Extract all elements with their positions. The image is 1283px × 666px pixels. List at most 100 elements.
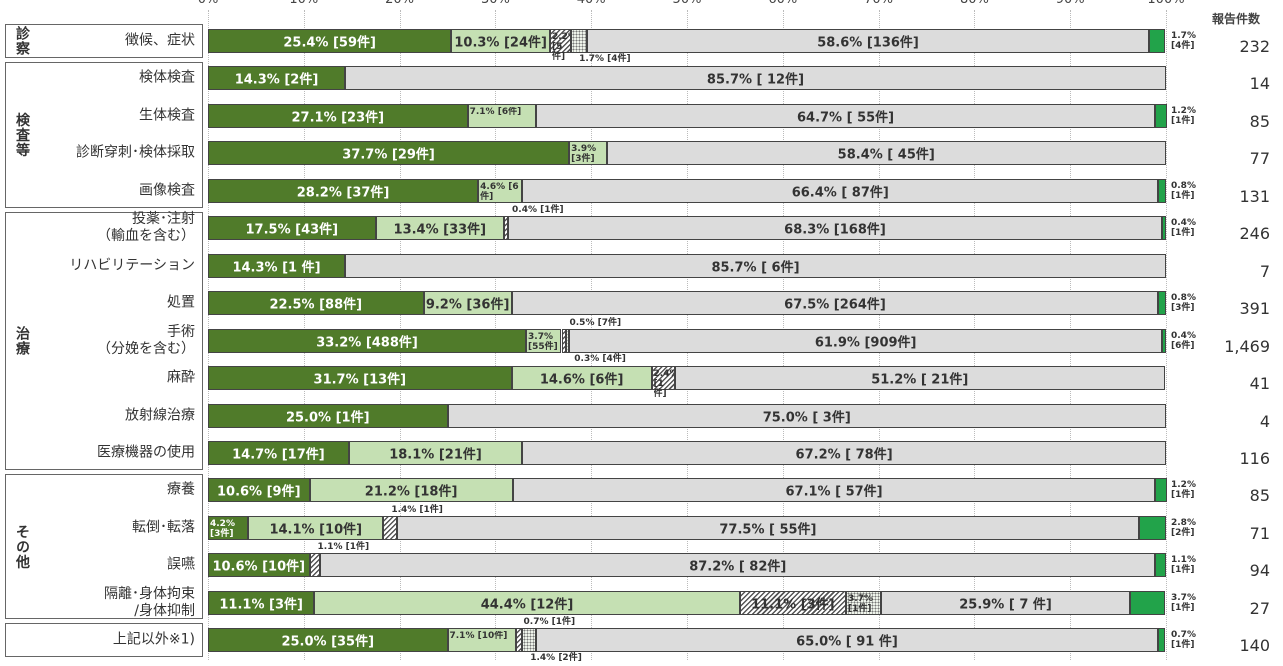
bar-segment: [522, 440, 1166, 465]
bar-segment: [1148, 29, 1166, 53]
bar-segment: [515, 628, 523, 653]
category-label: 隔離･身体拘束 /身体抑制: [104, 585, 195, 619]
count: 131: [1239, 186, 1270, 206]
bar-segment: [309, 478, 513, 503]
value-label: 0.8% [3件]: [1171, 293, 1196, 314]
value-label: 25.9% [ 7 件]: [959, 597, 1052, 613]
bar-segment: [1155, 478, 1167, 503]
category-label: 医療機器の使用: [97, 444, 195, 461]
category-label: 検体検査: [139, 69, 195, 86]
count: 7: [1259, 261, 1270, 281]
bar-segment: [375, 216, 504, 241]
group-label: 治療: [14, 325, 30, 356]
value-label: 67.5% [264件]: [784, 297, 886, 313]
bar-segment: [447, 403, 1166, 428]
category-label: 診断穿刺･検体採取: [76, 144, 195, 161]
category-label: 投薬･注射 （輸血を含む）: [97, 211, 195, 245]
value-label: 14.1% [10件]: [269, 522, 363, 538]
bar-segment: [651, 366, 675, 391]
value-label: 75.0% [ 3件]: [762, 410, 851, 425]
bar-segment: [512, 478, 1156, 503]
value-label: 58.6% [136件]: [817, 35, 919, 51]
value-label: 3.7% [55件]: [528, 331, 558, 352]
value-label: 85.7% [ 6件]: [711, 260, 800, 276]
value-label: 2.8% [2件]: [1171, 517, 1196, 538]
count-header: 報告件数: [1212, 12, 1261, 26]
bar-segment: [1158, 178, 1166, 203]
category-label: 生体検査: [139, 107, 195, 124]
bar-segment: [208, 66, 345, 91]
count: 1,469: [1224, 336, 1270, 356]
category-label: 画像検査: [139, 182, 195, 199]
x-tick-label: 50%: [673, 0, 702, 7]
value-label: 33.2% [488件]: [316, 335, 418, 351]
count: 246: [1239, 224, 1270, 244]
bar-segment: [1158, 291, 1166, 316]
group-box: [5, 211, 203, 470]
bar-segment: [511, 366, 652, 391]
bar-segment: [208, 29, 452, 53]
value-label: 1.4% [1件]: [391, 504, 443, 515]
bar-segment: [504, 216, 508, 241]
value-label: 28.2% [37件]: [296, 185, 390, 201]
bar-segment: [1155, 553, 1166, 578]
category-label: 処置: [167, 294, 195, 311]
value-label: 22.5% [88件]: [269, 297, 363, 313]
value-label: 68.3% [168件]: [784, 222, 886, 238]
bar-segment: [569, 328, 1163, 353]
bar-segment: [208, 403, 448, 428]
bar-segment: [348, 440, 523, 465]
category-label: 上記以外※1): [112, 631, 195, 648]
bar-segment: [535, 628, 1159, 653]
bar-segment: [1162, 216, 1166, 241]
group-box: [5, 61, 203, 208]
bar-segment: [423, 291, 512, 316]
category-label: 療養: [167, 481, 195, 498]
count: 4: [1259, 411, 1270, 431]
bar-segment: [208, 141, 570, 166]
value-label: 64.7% [ 55件]: [796, 110, 895, 126]
value-label: 1.1% [1件]: [317, 542, 370, 553]
value-label: 31.7% [13件]: [313, 372, 407, 388]
bar-segment: [674, 366, 1166, 391]
x-tick-label: 70%: [864, 0, 893, 7]
value-label: 13.4% [33件]: [393, 222, 487, 238]
value-label: 1.1% [1件]: [1171, 555, 1196, 576]
bar-segment: [344, 253, 1166, 278]
group-label: 検査等: [14, 112, 30, 158]
value-label: 17.5% [43件]: [245, 222, 339, 238]
value-label: 2.2% [5件]: [552, 32, 570, 62]
bar-segment: [467, 103, 536, 128]
bar-segment: [1139, 515, 1166, 540]
category-label: リハビリテーション: [69, 257, 195, 274]
x-tick-label: 10%: [289, 0, 318, 7]
value-label: 1.2% [1件]: [1171, 480, 1196, 501]
value-label: 0.7% [1件]: [523, 617, 576, 628]
category-label: 麻酔: [167, 369, 195, 386]
bar-segment: [569, 141, 607, 166]
value-label: 0.7% [1件]: [1171, 630, 1196, 651]
bar-segment: [1129, 590, 1166, 615]
value-label: 67.1% [ 57件]: [785, 484, 883, 500]
bar-segment: [881, 590, 1130, 615]
count: 27: [1249, 598, 1270, 618]
bar-segment: [606, 141, 1166, 166]
count: 391: [1239, 299, 1270, 319]
bar-segment: [550, 29, 572, 53]
value-label: 1.7% [4件]: [579, 54, 631, 64]
value-label: 3.7% [1件]: [1171, 592, 1196, 613]
bar-segment: [571, 29, 588, 53]
grid-line: [1166, 10, 1167, 660]
bar-segment: [208, 216, 376, 241]
bar-segment: [447, 628, 516, 653]
value-label: 66.4% [ 87件]: [791, 185, 889, 201]
value-label: 27.1% [23件]: [291, 110, 385, 126]
value-label: 4.2% [3件]: [210, 518, 235, 539]
value-label: 1.7% [4件]: [1171, 31, 1196, 51]
bar-segment: [478, 178, 523, 203]
value-label: 0.4% [6件]: [1171, 330, 1196, 351]
bar-segment: [739, 590, 847, 615]
x-tick-label: 40%: [577, 0, 606, 7]
